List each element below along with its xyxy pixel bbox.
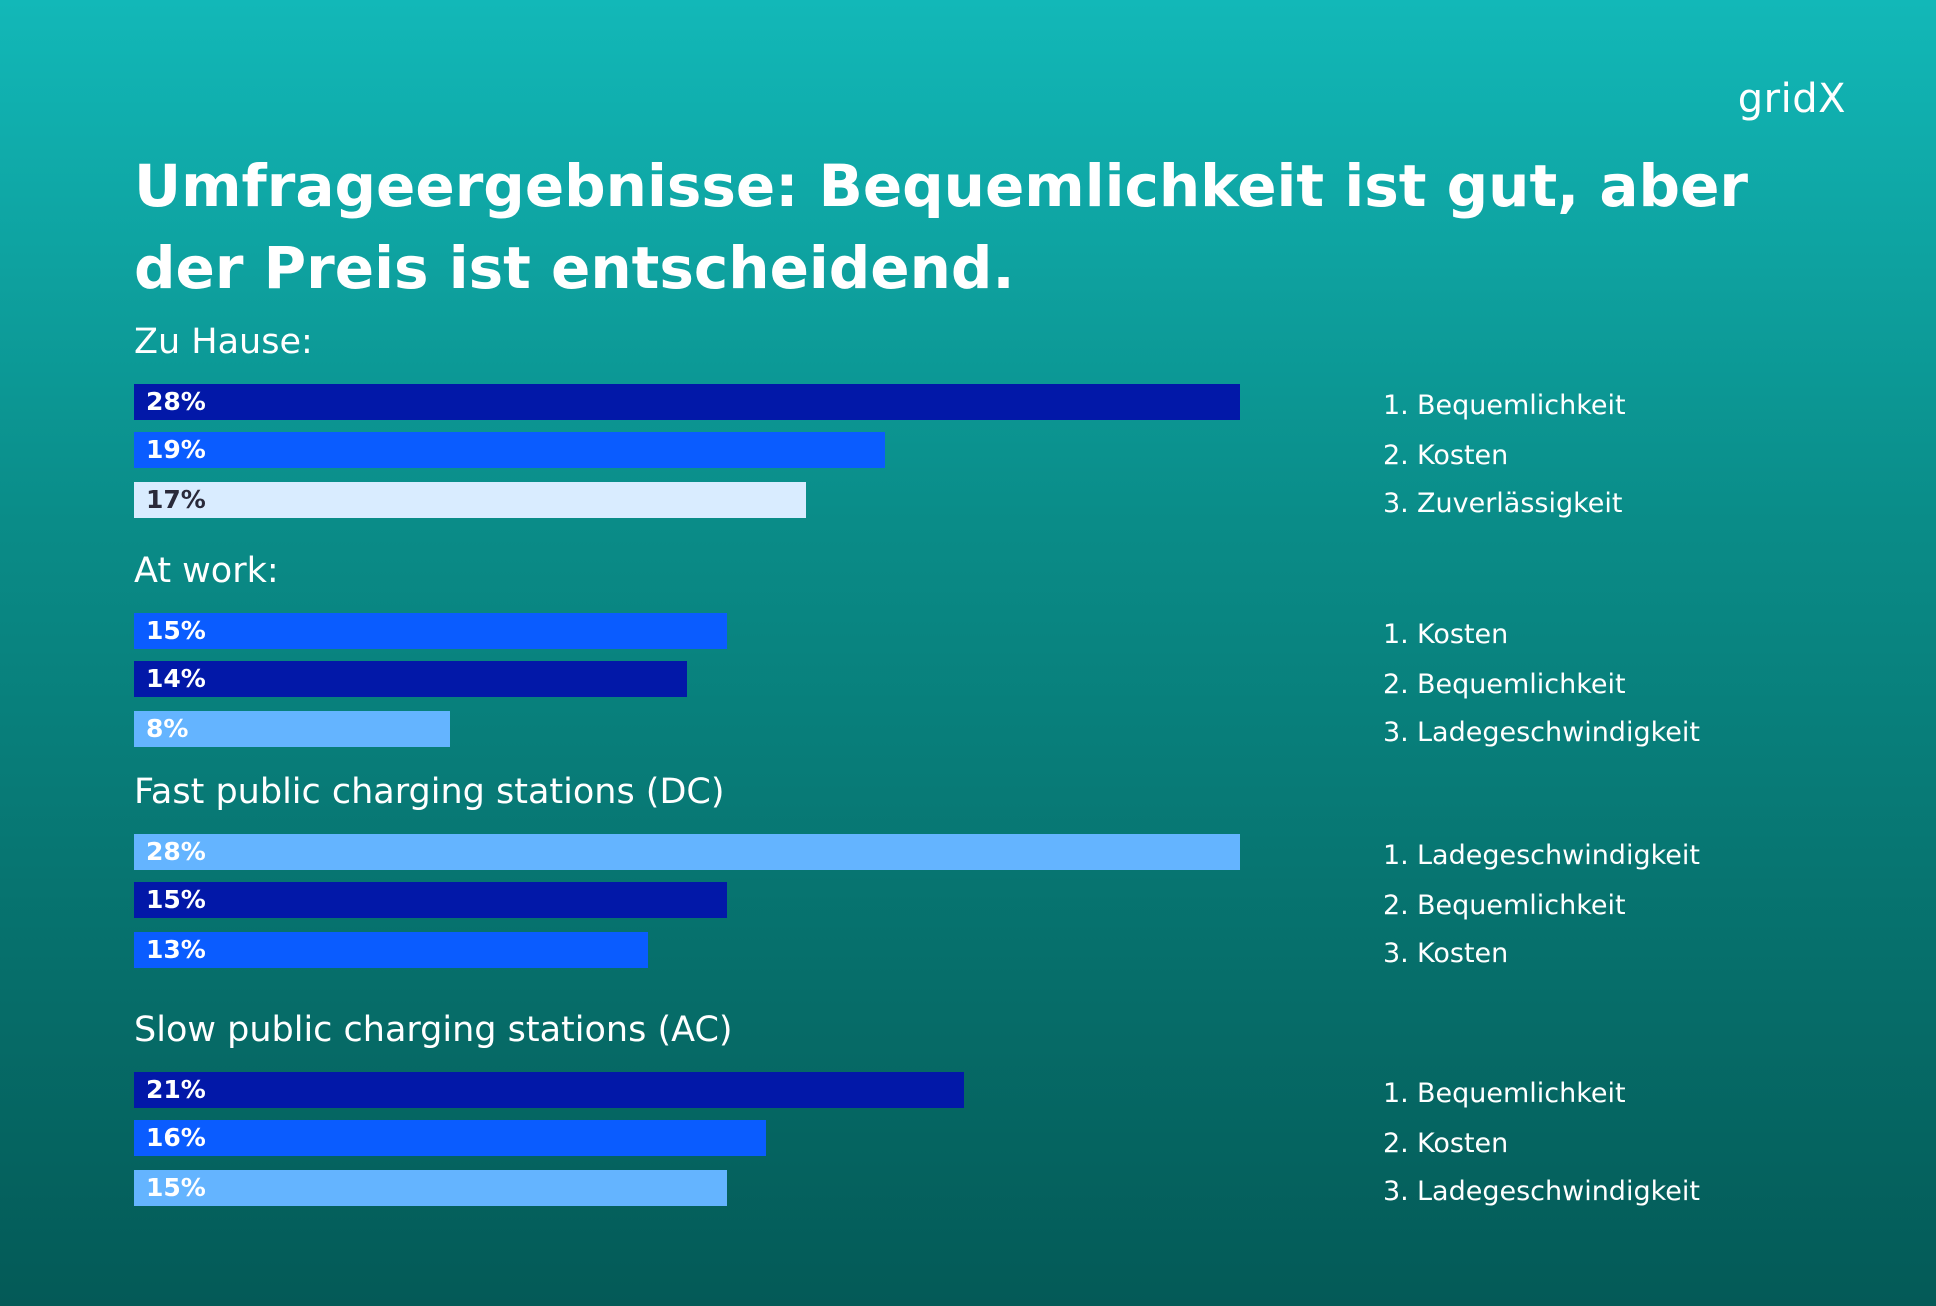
ranking-label: Bequemlichkeit (1417, 1078, 1626, 1109)
bar-value-label: 17% (146, 485, 206, 514)
ranking-label: Kosten (1417, 619, 1509, 650)
bar-value-label: 8% (146, 714, 189, 743)
ranking-number: 1. (1383, 1078, 1409, 1109)
ranking-number: 2. (1383, 440, 1409, 471)
ranking-item: 3. Kosten (1383, 938, 1508, 969)
chart-title: Umfrageergebnisse: Bequemlichkeit ist gu… (134, 152, 1749, 302)
ranking-item: 2. Kosten (1383, 1128, 1508, 1159)
ranking-label: Kosten (1417, 440, 1509, 471)
ranking-item: 1. Bequemlichkeit (1383, 390, 1626, 421)
ranking-item: 1. Bequemlichkeit (1383, 1078, 1626, 1109)
bar: 13% (134, 932, 648, 968)
ranking-label: Ladegeschwindigkeit (1417, 840, 1700, 871)
bar: 15% (134, 1170, 727, 1206)
section-label: Fast public charging stations (DC) (134, 772, 725, 812)
bar-value-label: 28% (146, 387, 206, 416)
bar-value-label: 21% (146, 1075, 206, 1104)
bar: 16% (134, 1120, 766, 1156)
section-label: Slow public charging stations (AC) (134, 1010, 733, 1050)
ranking-number: 2. (1383, 890, 1409, 921)
ranking-item: 1. Ladegeschwindigkeit (1383, 840, 1700, 871)
bar: 15% (134, 613, 727, 649)
ranking-item: 3. Zuverlässigkeit (1383, 488, 1623, 519)
brand-logo: gridX (1737, 76, 1846, 122)
ranking-item: 2. Bequemlichkeit (1383, 669, 1626, 700)
ranking-number: 3. (1383, 488, 1409, 519)
ranking-number: 1. (1383, 390, 1409, 421)
ranking-label: Ladegeschwindigkeit (1417, 1176, 1700, 1207)
bar-value-label: 13% (146, 935, 206, 964)
ranking-item: 3. Ladegeschwindigkeit (1383, 717, 1700, 748)
ranking-number: 2. (1383, 669, 1409, 700)
bar: 28% (134, 384, 1240, 420)
ranking-item: 2. Bequemlichkeit (1383, 890, 1626, 921)
ranking-label: Zuverlässigkeit (1417, 488, 1623, 519)
bar-value-label: 15% (146, 1173, 206, 1202)
ranking-label: Bequemlichkeit (1417, 669, 1626, 700)
bar-value-label: 28% (146, 837, 206, 866)
section-label: At work: (134, 551, 279, 591)
bar: 15% (134, 882, 727, 918)
bar-value-label: 14% (146, 664, 206, 693)
ranking-number: 1. (1383, 840, 1409, 871)
bar-value-label: 19% (146, 435, 206, 464)
ranking-number: 3. (1383, 1176, 1409, 1207)
bar: 19% (134, 432, 885, 468)
bar: 28% (134, 834, 1240, 870)
ranking-number: 3. (1383, 717, 1409, 748)
ranking-label: Bequemlichkeit (1417, 890, 1626, 921)
ranking-item: 3. Ladegeschwindigkeit (1383, 1176, 1700, 1207)
ranking-number: 2. (1383, 1128, 1409, 1159)
bar: 14% (134, 661, 687, 697)
ranking-label: Kosten (1417, 938, 1509, 969)
bar-value-label: 16% (146, 1123, 206, 1152)
bar: 17% (134, 482, 806, 518)
bar: 8% (134, 711, 450, 747)
bar: 21% (134, 1072, 964, 1108)
ranking-number: 1. (1383, 619, 1409, 650)
ranking-label: Ladegeschwindigkeit (1417, 717, 1700, 748)
ranking-number: 3. (1383, 938, 1409, 969)
ranking-label: Kosten (1417, 1128, 1509, 1159)
ranking-item: 2. Kosten (1383, 440, 1508, 471)
ranking-label: Bequemlichkeit (1417, 390, 1626, 421)
ranking-item: 1. Kosten (1383, 619, 1508, 650)
bar-value-label: 15% (146, 885, 206, 914)
bar-value-label: 15% (146, 616, 206, 645)
section-label: Zu Hause: (134, 322, 313, 362)
